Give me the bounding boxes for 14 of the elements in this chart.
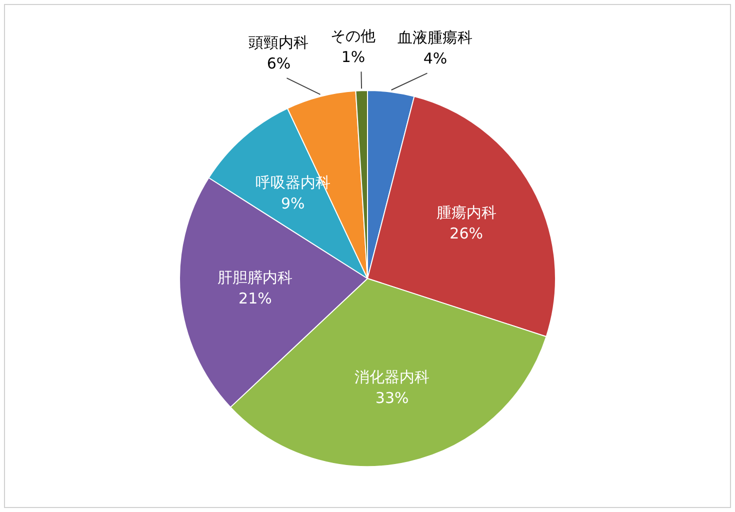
data-label: 1% [341, 48, 366, 66]
data-label: 9% [281, 194, 305, 212]
data-label: 6% [266, 54, 291, 72]
data-label: 4% [423, 50, 448, 68]
data-label: 33% [375, 388, 409, 407]
slice-label: その他 [330, 26, 376, 45]
slice-label: 呼吸器内科 [255, 173, 330, 192]
slice-label: 頭頸内科 [248, 33, 309, 52]
data-label: 26% [450, 224, 484, 243]
slice-label: 腫瘍内科 [436, 204, 496, 222]
slice-label: 肝胆膵内科 [218, 268, 293, 287]
data-label: 21% [238, 290, 272, 308]
slice-label: 消化器内科 [354, 368, 430, 386]
slice-label: 血液腫瘍科 [398, 28, 473, 47]
